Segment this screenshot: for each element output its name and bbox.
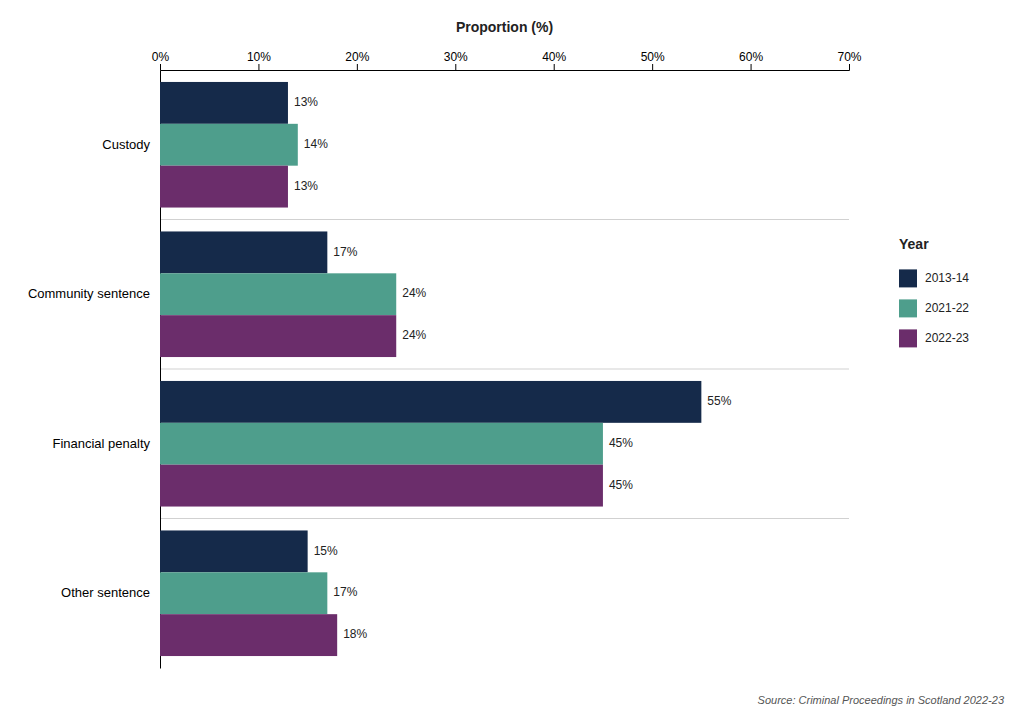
x-tick: 20% bbox=[345, 50, 369, 70]
y-tick: Custody bbox=[102, 137, 160, 152]
bar bbox=[160, 231, 327, 273]
data-label: 17% bbox=[333, 245, 357, 259]
x-axis-title: Proportion (%) bbox=[456, 19, 553, 35]
bar bbox=[160, 381, 701, 423]
x-tick: 70% bbox=[837, 50, 861, 70]
data-label: 17% bbox=[333, 585, 357, 599]
y-axis: Custody Community sentence Financial penal… bbox=[28, 71, 161, 669]
y-tick: Other sentence bbox=[61, 585, 160, 600]
data-label: 24% bbox=[402, 328, 426, 342]
bar-series bbox=[160, 124, 603, 614]
legend-item: 2013-14 bbox=[899, 269, 969, 287]
data-label: 24% bbox=[402, 286, 426, 300]
x-axis: 0% 10% 20% 30% 40% 50% 60% 70% bbox=[152, 50, 862, 71]
y-tick-label: Custody bbox=[102, 137, 150, 152]
bar bbox=[160, 465, 603, 507]
data-label: 18% bbox=[343, 627, 367, 641]
plot: 0% 10% 20% 30% 40% 50% 60% 70% Proportion (%) Cus… bbox=[28, 19, 862, 669]
group-separator bbox=[160, 369, 849, 370]
x-tick-mark bbox=[751, 64, 752, 70]
x-tick-mark bbox=[652, 64, 653, 70]
data-label: 13% bbox=[294, 179, 318, 193]
bar bbox=[160, 572, 327, 614]
data-label: 15% bbox=[314, 544, 338, 558]
legend-label: 2022-23 bbox=[925, 331, 969, 345]
bar bbox=[160, 423, 603, 465]
y-tick-label: Other sentence bbox=[61, 585, 150, 600]
legend-item: 2022-23 bbox=[899, 329, 969, 347]
x-tick: 0% bbox=[152, 50, 170, 70]
y-tick: Financial penalty bbox=[52, 436, 160, 451]
legend: Year 2013-14 2021-22 2022-23 bbox=[899, 236, 969, 347]
source-note: Source: Criminal Proceedings in Scotland… bbox=[758, 694, 1005, 706]
x-tick-mark bbox=[357, 64, 358, 70]
x-tick-label: 40% bbox=[542, 50, 566, 64]
data-labels: 13% 17% 55% 15% 14% 24% 45% 17% 13% 24% 45% 18% bbox=[294, 95, 732, 641]
y-tick-label: Community sentence bbox=[28, 286, 150, 301]
x-tick-mark bbox=[160, 64, 161, 70]
separators bbox=[160, 220, 849, 519]
legend-swatch bbox=[899, 299, 917, 317]
bar bbox=[160, 166, 288, 208]
legend-swatch bbox=[899, 269, 917, 287]
x-tick-label: 30% bbox=[444, 50, 468, 64]
bar bbox=[160, 82, 288, 124]
legend-swatch bbox=[899, 329, 917, 347]
x-tick-label: 0% bbox=[152, 50, 170, 64]
data-label: 14% bbox=[304, 137, 328, 151]
x-tick-mark bbox=[849, 64, 850, 70]
legend-label: 2013-14 bbox=[925, 271, 969, 285]
bar bbox=[160, 273, 396, 315]
x-tick: 50% bbox=[641, 50, 665, 70]
data-label: 45% bbox=[609, 478, 633, 492]
bar bbox=[160, 614, 337, 656]
x-tick-mark bbox=[554, 64, 555, 70]
x-tick: 30% bbox=[444, 50, 468, 70]
x-tick-mark bbox=[258, 64, 259, 70]
x-tick-label: 50% bbox=[641, 50, 665, 64]
x-tick-label: 60% bbox=[739, 50, 763, 64]
legend-item: 2021-22 bbox=[899, 299, 969, 317]
data-label: 55% bbox=[707, 394, 731, 408]
bar bbox=[160, 124, 298, 166]
x-tick: 10% bbox=[247, 50, 271, 70]
x-tick-label: 70% bbox=[837, 50, 861, 64]
bar-series bbox=[160, 82, 701, 572]
bar bbox=[160, 315, 396, 357]
x-axis-line bbox=[161, 64, 850, 71]
legend-title: Year bbox=[899, 236, 929, 252]
bar-series bbox=[160, 166, 603, 656]
group-separator bbox=[160, 219, 849, 220]
data-label: 13% bbox=[294, 95, 318, 109]
x-tick: 60% bbox=[739, 50, 763, 70]
x-tick-mark bbox=[455, 64, 456, 70]
x-tick-label: 10% bbox=[247, 50, 271, 64]
chart: 0% 10% 20% 30% 40% 50% 60% 70% Proportion (%) Cus… bbox=[0, 0, 1019, 718]
group-separator bbox=[160, 518, 849, 519]
y-tick-label: Financial penalty bbox=[52, 436, 150, 451]
y-tick: Community sentence bbox=[28, 286, 160, 301]
bar bbox=[160, 530, 308, 572]
x-tick: 40% bbox=[542, 50, 566, 70]
x-tick-label: 20% bbox=[345, 50, 369, 64]
data-label: 45% bbox=[609, 436, 633, 450]
bars bbox=[160, 82, 701, 656]
legend-label: 2021-22 bbox=[925, 301, 969, 315]
